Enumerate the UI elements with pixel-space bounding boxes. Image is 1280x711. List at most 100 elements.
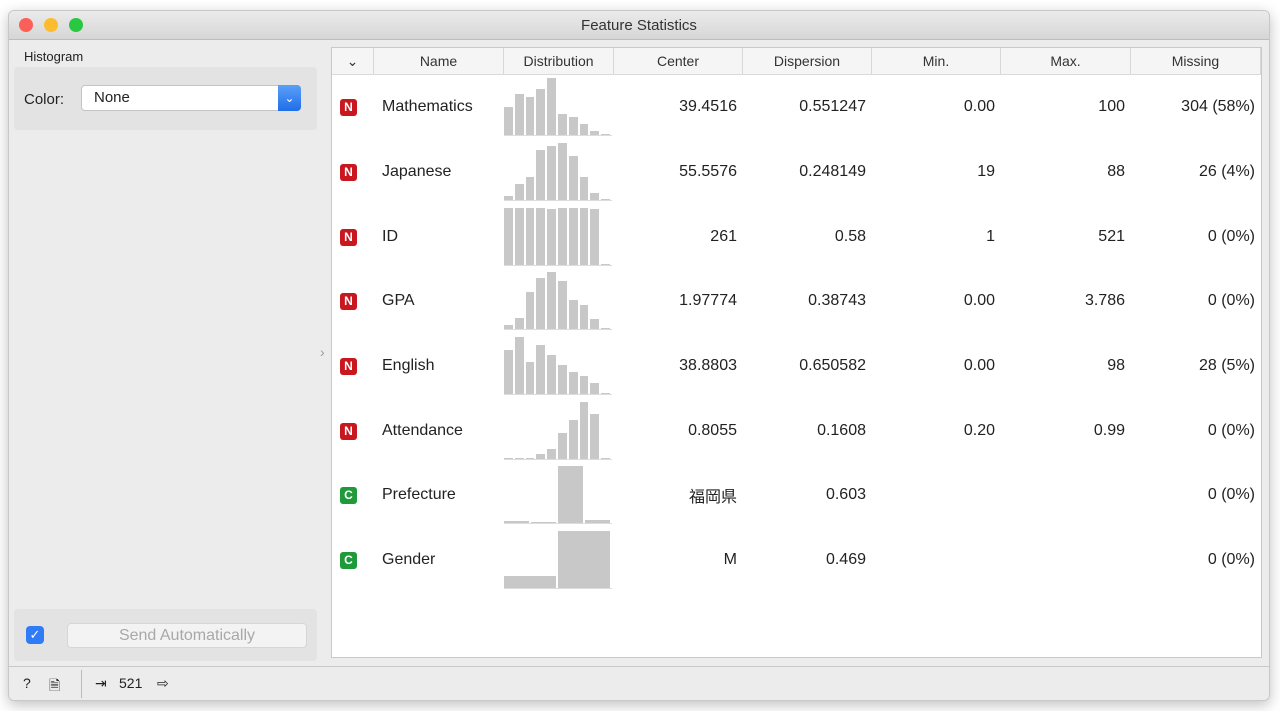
- color-select[interactable]: None ⌄: [81, 85, 301, 111]
- feature-statistics-window: Feature Statistics Histogram Color: None…: [8, 10, 1270, 701]
- column-header-distribution[interactable]: Distribution: [504, 48, 614, 74]
- histogram-bar: [590, 413, 600, 459]
- histogram: [504, 207, 612, 266]
- distribution-cell: [504, 78, 614, 137]
- histogram: [504, 466, 612, 525]
- type-cell: N: [332, 422, 374, 440]
- send-automatically-button[interactable]: Send Automatically: [67, 623, 307, 648]
- min-cell: 1: [986, 227, 995, 245]
- column-header-min[interactable]: Min.: [872, 48, 1001, 74]
- column-header-name[interactable]: Name: [374, 48, 504, 74]
- max-cell: 3.786: [1084, 292, 1125, 310]
- dispersion-cell: 0.650582: [799, 357, 866, 375]
- histogram-bar: [547, 146, 556, 201]
- histogram-bar: [568, 371, 578, 395]
- status-bar: ? 🗎 ⇥ 521 ⇨: [9, 666, 1269, 700]
- column-header-center[interactable]: Center: [614, 48, 743, 74]
- column-header-missing[interactable]: Missing: [1131, 48, 1261, 74]
- close-button[interactable]: [19, 18, 33, 32]
- histogram-bar: [547, 78, 556, 136]
- min-cell: 0.00: [963, 98, 995, 116]
- histogram-bar: [504, 207, 513, 265]
- dispersion-cell: 0.248149: [799, 163, 866, 181]
- name-cell: ID: [382, 227, 398, 245]
- histogram-bar: [536, 454, 546, 459]
- missing-cell: 0 (0%): [1207, 421, 1255, 439]
- min-cell: 0.00: [963, 292, 995, 310]
- histogram-bar: [536, 88, 546, 136]
- column-header-max[interactable]: Max.: [1001, 48, 1131, 74]
- max-cell: 100: [1098, 98, 1125, 116]
- histogram-bar: [558, 531, 610, 589]
- distribution-cell: [504, 207, 614, 266]
- histogram-bar: [558, 143, 567, 201]
- categorical-type-icon: C: [340, 487, 357, 505]
- sort-column-header[interactable]: ⌄: [332, 48, 374, 74]
- divider: [81, 670, 82, 698]
- histogram-bar: [531, 521, 556, 524]
- histogram-group-title: Histogram: [24, 49, 84, 64]
- table-row[interactable]: N Mathematics 39.4516 0.551247 0.00 100 …: [332, 75, 1261, 140]
- max-cell: 98: [1107, 357, 1125, 375]
- dispersion-cell: 0.38743: [808, 292, 866, 310]
- name-cell: Mathematics: [382, 98, 473, 116]
- histogram-bar: [514, 207, 524, 265]
- table-row[interactable]: N GPA 1.97774 0.38743 0.00 3.786 0 (0%): [332, 269, 1261, 334]
- minimize-button[interactable]: [44, 18, 58, 32]
- missing-cell: 0 (0%): [1207, 551, 1255, 569]
- control-panel: Histogram Color: None ⌄ ✓ Send Automatica…: [9, 41, 327, 667]
- missing-cell: 304 (58%): [1181, 98, 1255, 116]
- table-row[interactable]: N Japanese 55.5576 0.248149 19 88 26 (4%…: [332, 140, 1261, 205]
- column-header-dispersion[interactable]: Dispersion: [743, 48, 872, 74]
- histogram-bar: [514, 457, 524, 459]
- histogram-bar: [601, 457, 610, 459]
- numeric-type-icon: N: [340, 422, 357, 440]
- histogram-bar: [590, 193, 600, 201]
- statistics-table: ⌄ Name Distribution Center Dispersion Min. Max…: [331, 47, 1262, 658]
- histogram-bar: [504, 350, 513, 395]
- histogram-bar: [547, 208, 556, 265]
- type-cell: N: [332, 357, 374, 376]
- send-automatically-checkbox[interactable]: ✓: [26, 626, 44, 644]
- type-cell: N: [332, 163, 374, 182]
- color-value: None: [94, 89, 130, 106]
- dispersion-cell: 0.1608: [817, 421, 866, 439]
- table-row[interactable]: N English 38.8803 0.650582 0.00 98 28 (5…: [332, 334, 1261, 399]
- histogram-bar: [536, 277, 546, 330]
- histogram-bar: [579, 376, 589, 395]
- histogram-bar: [558, 365, 567, 395]
- output-icon: ⇨: [157, 675, 169, 691]
- histogram-bar: [579, 401, 589, 459]
- table-row[interactable]: N Attendance 0.8055 0.1608 0.20 0.99 0 (…: [332, 398, 1261, 463]
- distribution-cell: [504, 401, 614, 460]
- splitter-handle-icon[interactable]: ›: [320, 344, 325, 360]
- table-row[interactable]: N ID 261 0.58 1 521 0 (0%): [332, 204, 1261, 269]
- dispersion-cell: 0.469: [825, 551, 866, 569]
- histogram-bar: [536, 207, 546, 265]
- histogram: [504, 78, 612, 137]
- document-icon[interactable]: 🗎: [49, 677, 61, 693]
- histogram-bar: [601, 134, 610, 136]
- table-header: ⌄ Name Distribution Center Dispersion Min. Max…: [332, 48, 1261, 75]
- zoom-button[interactable]: [69, 18, 83, 32]
- table-row[interactable]: C Prefecture 福岡県 0.603 0 (0%): [332, 463, 1261, 528]
- histogram-bar: [558, 114, 567, 136]
- histogram-bar: [504, 325, 513, 330]
- histogram-bar: [601, 198, 610, 201]
- center-cell: 55.5576: [679, 163, 737, 181]
- input-icon: ⇥: [95, 675, 107, 691]
- table-row[interactable]: C Gender M 0.469 0 (0%): [332, 528, 1261, 593]
- center-cell: 1.97774: [679, 292, 737, 310]
- histogram-bar: [514, 318, 524, 330]
- type-cell: N: [332, 98, 374, 117]
- missing-cell: 0 (0%): [1207, 292, 1255, 310]
- histogram: [504, 272, 612, 331]
- histogram-bar: [525, 207, 535, 265]
- histogram-group: Color: None ⌄: [14, 67, 317, 130]
- question-icon[interactable]: ?: [23, 675, 31, 691]
- histogram-bar: [525, 177, 535, 201]
- numeric-type-icon: N: [340, 358, 357, 376]
- type-cell: C: [332, 486, 374, 505]
- name-cell: Japanese: [382, 163, 452, 181]
- distribution-cell: [504, 143, 614, 202]
